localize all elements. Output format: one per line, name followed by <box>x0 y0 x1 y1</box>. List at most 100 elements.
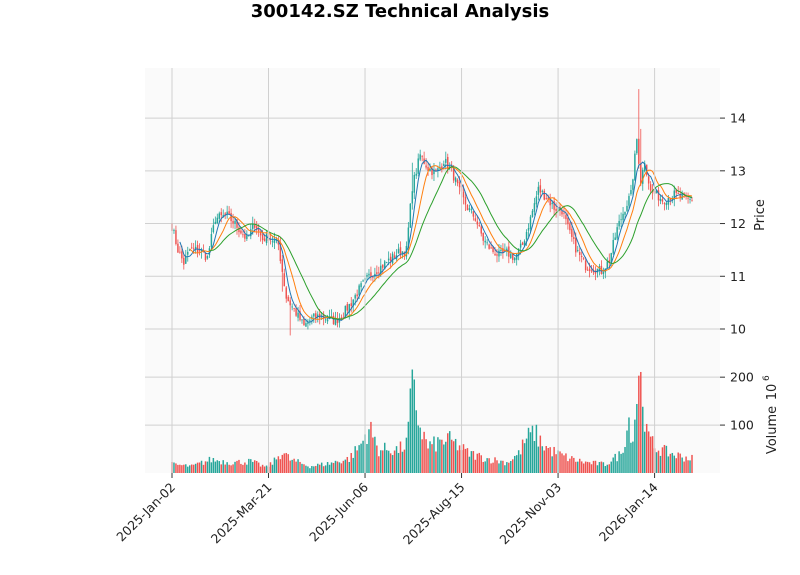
volume-bar <box>354 446 356 473</box>
candle-body <box>244 233 246 239</box>
volume-bar <box>181 465 183 473</box>
volume-bar <box>677 452 679 473</box>
candle-body <box>307 322 309 324</box>
volume-bar <box>370 421 372 473</box>
candle-body <box>204 252 207 261</box>
candle-body <box>181 251 183 259</box>
volume-bar <box>673 455 676 473</box>
volume-bar <box>277 456 280 473</box>
candle-body <box>502 248 504 253</box>
volume-bar <box>476 453 479 473</box>
candle-body <box>342 317 345 318</box>
volume-bar <box>279 459 282 473</box>
volume-bar <box>429 441 431 473</box>
moving-average-lines <box>179 159 693 323</box>
volume-bar <box>196 462 199 473</box>
volume-bar <box>387 450 390 473</box>
volume-bar <box>496 460 498 473</box>
candle-body <box>677 193 679 194</box>
volume-bar <box>257 462 260 473</box>
volume-bar <box>502 460 504 473</box>
volume-bar <box>273 457 276 473</box>
candle-body <box>606 261 609 269</box>
volume-bar <box>350 453 352 473</box>
volume-bar <box>638 375 640 473</box>
volume-bar <box>376 445 378 473</box>
volume-bar <box>259 466 262 473</box>
volume-bar <box>645 423 648 473</box>
candle-body <box>340 317 343 319</box>
candle-body <box>206 256 209 259</box>
volume-bar <box>519 454 522 473</box>
volume-bar <box>391 455 394 473</box>
candle-body <box>466 205 469 211</box>
volume-bar <box>431 444 433 473</box>
candle-body <box>425 165 427 168</box>
candle-body <box>626 205 628 212</box>
volume-bar <box>261 464 264 473</box>
volume-bar <box>634 419 636 473</box>
volume-bar <box>427 448 429 473</box>
volume-bar <box>173 462 175 473</box>
date-tick-label: 2026-Jan-14 <box>596 479 661 544</box>
candle-body <box>612 239 614 254</box>
volume-bar <box>399 441 402 473</box>
volume-bar <box>210 462 213 473</box>
candle-body <box>413 174 416 193</box>
volume-bar <box>640 371 642 473</box>
volume-bar <box>472 451 475 473</box>
volume-bar <box>679 453 681 473</box>
volume-bar <box>389 453 392 473</box>
volume-bar <box>681 457 683 473</box>
volume-bar <box>484 461 486 473</box>
volume-bar <box>588 462 591 473</box>
volume-bar <box>313 466 315 473</box>
candle-body <box>569 223 571 231</box>
volume-bar <box>255 460 258 473</box>
candle-body <box>527 228 530 231</box>
candle-body <box>525 231 528 240</box>
volume-bar <box>226 462 228 473</box>
volume-bar <box>555 454 557 473</box>
volume-bar <box>265 465 268 473</box>
candle-body <box>657 190 660 201</box>
candle-body <box>336 319 339 324</box>
candle-body <box>311 316 313 319</box>
candle-body <box>200 249 203 252</box>
candle-body <box>673 190 676 200</box>
volume-bar <box>222 460 224 473</box>
volume-bar <box>517 450 520 473</box>
volume-bar <box>490 463 492 473</box>
chart-title: 300142.SZ Technical Analysis <box>251 1 549 22</box>
volume-bar <box>417 425 419 473</box>
volume-bar <box>456 450 459 473</box>
candle-body <box>594 270 597 274</box>
volume-bar <box>342 460 345 473</box>
candle-body <box>417 158 419 174</box>
volume-bar <box>529 432 532 473</box>
volume-bar <box>415 410 417 473</box>
volume-bar <box>578 458 581 473</box>
candle-body <box>624 211 626 215</box>
candle-body <box>630 190 632 195</box>
volume-bar <box>338 462 341 473</box>
candle-body <box>393 255 396 259</box>
volume-bar <box>230 465 232 473</box>
candle-body <box>291 306 293 308</box>
candle-body <box>494 253 496 256</box>
volume-bar <box>687 460 689 473</box>
volume-bar <box>561 453 563 473</box>
candle-body <box>179 251 181 253</box>
candle-body <box>220 212 222 216</box>
volume-bar <box>691 454 693 473</box>
candle-body <box>492 246 494 252</box>
candle-body <box>675 189 677 193</box>
volume-bar <box>470 451 473 473</box>
volume-bar <box>559 451 561 473</box>
candle-body <box>210 234 213 248</box>
candle-body <box>577 250 579 252</box>
candle-body <box>679 193 681 198</box>
candle-body <box>242 234 244 236</box>
volume-bar <box>236 460 238 473</box>
volume-bar <box>368 429 370 473</box>
